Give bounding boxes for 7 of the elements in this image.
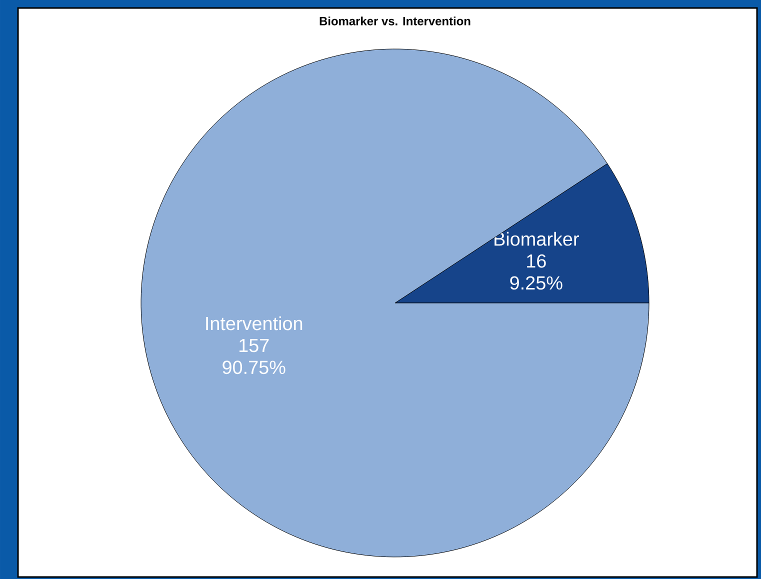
slice-label: Biomarker bbox=[494, 232, 579, 246]
data-label: 157 bbox=[240, 338, 269, 352]
text: 9.25% bbox=[510, 276, 562, 290]
slice-label: Intervention bbox=[206, 316, 302, 330]
text: 90.75% bbox=[222, 360, 286, 374]
chart-title: Biomarker vs. Intervention bbox=[320, 16, 470, 26]
data-label: 16 bbox=[527, 254, 546, 268]
